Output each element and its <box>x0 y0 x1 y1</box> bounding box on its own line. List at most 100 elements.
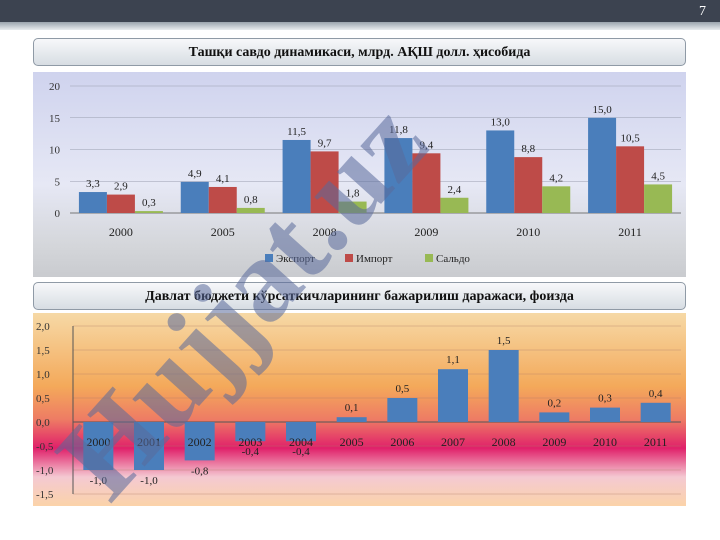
y-tick-label: -1,0 <box>36 465 54 477</box>
bar-budget <box>387 398 418 422</box>
data-label: -1,0 <box>90 475 108 487</box>
bar-budget <box>438 369 468 422</box>
y-tick-label: -1,5 <box>36 489 54 501</box>
data-label: 1,5 <box>497 335 511 347</box>
legend-label: Сальдо <box>436 253 470 265</box>
data-label: 4,5 <box>651 170 665 182</box>
bar-импорт <box>208 186 237 213</box>
data-label: 0,3 <box>598 393 612 405</box>
data-label: 9,4 <box>420 139 434 151</box>
y-tick-label: 15 <box>49 113 61 125</box>
data-label: 0,8 <box>244 194 258 206</box>
y-tick-label: 10 <box>49 145 61 157</box>
data-label: 1,1 <box>446 354 460 366</box>
legend-swatch <box>425 254 433 262</box>
x-tick-label: 2003 <box>238 435 262 449</box>
data-label: 0,4 <box>649 388 663 400</box>
x-tick-label: 2011 <box>644 435 668 449</box>
bar-budget <box>83 422 114 470</box>
data-label: -1,0 <box>140 475 158 487</box>
budget-chart-svg: 2,0 1,5 1,0 0,5 0,0 -0,5 -1,0 -1,5 -1,0 2000 -1,0 2… <box>36 321 681 501</box>
bar-budget <box>286 422 316 442</box>
budget-chart: 2,0 1,5 1,0 0,5 0,0 -0,5 -1,0 -1,5 -1,0 2000 -1,0 2… <box>33 313 686 506</box>
data-label: 15,0 <box>592 104 612 116</box>
data-label: 4,9 <box>188 168 202 180</box>
y-tick-label: 0 <box>55 208 61 220</box>
x-tick-label: 2005 <box>211 225 235 239</box>
data-label: -0,4 <box>292 446 310 458</box>
x-tick-label: 2009 <box>542 435 566 449</box>
trade-chart: 0 5 10 15 20 3,3 2,9 0,3 2000 4,9 4,1 0,8 2005 11,5 9,… <box>33 72 686 277</box>
y-tick-label: 5 <box>55 176 61 188</box>
chart2-title: Давлат бюджети кўрсаткичларининг бажарил… <box>33 282 686 310</box>
data-label: 0,5 <box>395 383 409 395</box>
data-label: 0,2 <box>547 397 561 409</box>
bar-budget <box>134 422 164 470</box>
bar-сальдо <box>236 207 265 213</box>
legend-label: Экспорт <box>276 253 315 265</box>
y-tick-label: -0,5 <box>36 441 54 453</box>
data-label: 0,1 <box>345 402 359 414</box>
y-tick-label: 2,0 <box>36 321 50 333</box>
x-tick-label: 2000 <box>86 435 110 449</box>
data-label: 13,0 <box>491 116 511 128</box>
x-tick-label: 2011 <box>618 225 642 239</box>
x-tick-label: 2007 <box>441 435 465 449</box>
bar-budget <box>590 407 620 422</box>
x-tick-label: 2008 <box>492 435 516 449</box>
bar-импорт <box>310 151 339 213</box>
data-label: 0,3 <box>142 197 156 209</box>
data-label: 1,8 <box>346 188 360 200</box>
bar-экспорт <box>180 181 209 213</box>
legend-label: Импорт <box>356 253 393 265</box>
data-label: -0,4 <box>242 446 260 458</box>
y-tick-label: 0,5 <box>36 393 50 405</box>
bar-budget <box>336 417 367 422</box>
data-label: 10,5 <box>620 132 640 144</box>
bar-экспорт <box>588 117 617 213</box>
bar-budget <box>184 422 215 461</box>
bar-budget <box>488 350 519 422</box>
data-label: 11,8 <box>389 124 408 136</box>
x-tick-label: 2001 <box>137 435 161 449</box>
bar-экспорт <box>78 192 107 213</box>
x-tick-label: 2005 <box>340 435 364 449</box>
bar-сальдо <box>338 201 367 213</box>
y-tick-label: 1,5 <box>36 345 50 357</box>
bar-экспорт <box>486 130 515 213</box>
top-bar <box>0 0 720 22</box>
y-tick-label: 0,0 <box>36 417 50 429</box>
bar-сальдо <box>440 197 469 213</box>
data-label: 4,1 <box>216 173 230 185</box>
data-label: 11,5 <box>287 126 306 138</box>
bar-импорт <box>106 194 135 213</box>
data-label: 3,3 <box>86 178 100 190</box>
x-tick-label: 2004 <box>289 435 313 449</box>
x-tick-label: 2008 <box>313 225 337 239</box>
bar-импорт <box>616 146 645 213</box>
data-label: 4,2 <box>549 172 563 184</box>
data-label: 2,4 <box>448 184 462 196</box>
x-tick-label: 2010 <box>516 225 540 239</box>
page-number: 7 <box>699 4 706 19</box>
bar-budget <box>640 402 671 422</box>
legend-swatch <box>265 254 273 262</box>
top-bar-shadow <box>0 22 720 30</box>
trade-chart-svg: 0 5 10 15 20 3,3 2,9 0,3 2000 4,9 4,1 0,8 2005 11,5 9,… <box>49 81 681 265</box>
data-label: 8,8 <box>521 143 535 155</box>
data-label: 2,9 <box>114 181 128 193</box>
x-tick-label: 2000 <box>109 225 133 239</box>
bar-импорт <box>412 153 441 213</box>
x-tick-label: 2006 <box>390 435 414 449</box>
y-tick-label: 1,0 <box>36 369 50 381</box>
legend-swatch <box>345 254 353 262</box>
bar-сальдо <box>644 184 673 213</box>
bar-экспорт <box>282 139 311 213</box>
data-label: -0,8 <box>191 465 209 477</box>
bar-сальдо <box>134 211 163 213</box>
x-tick-label: 2002 <box>188 435 212 449</box>
y-tick-label: 20 <box>49 81 61 93</box>
x-tick-label: 2010 <box>593 435 617 449</box>
bar-budget <box>539 412 570 422</box>
x-tick-label: 2009 <box>414 225 438 239</box>
